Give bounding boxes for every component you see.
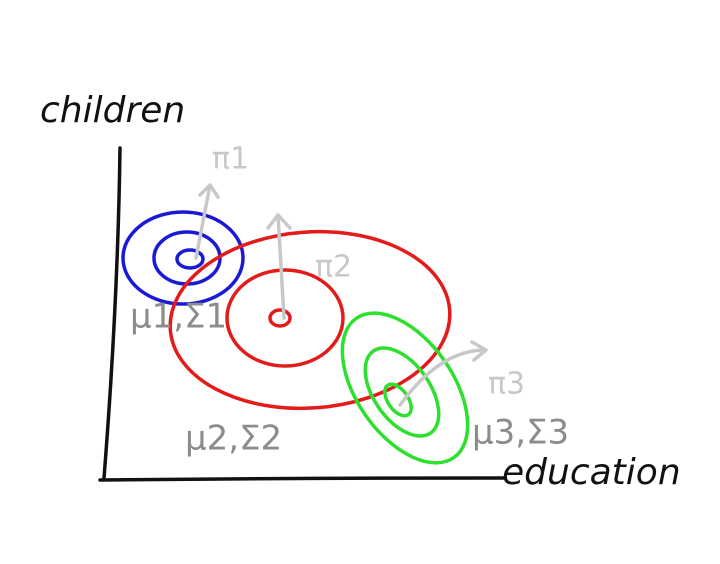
parameter-label: μ1,Σ1: [130, 297, 227, 337]
x-axis-label: education: [502, 452, 681, 493]
y-axis-label: children: [40, 90, 185, 131]
parameter-label: μ2,Σ2: [185, 419, 282, 459]
weight-arrows: [194, 183, 488, 407]
gaussian-2: [168, 229, 452, 411]
parameter-label: μ3,Σ3: [472, 413, 569, 453]
weight-label: π3: [488, 367, 525, 402]
x-axis: [98, 476, 507, 482]
weight-label: π2: [315, 250, 352, 285]
y-axis: [102, 146, 122, 480]
weight-label: π1: [212, 142, 249, 177]
